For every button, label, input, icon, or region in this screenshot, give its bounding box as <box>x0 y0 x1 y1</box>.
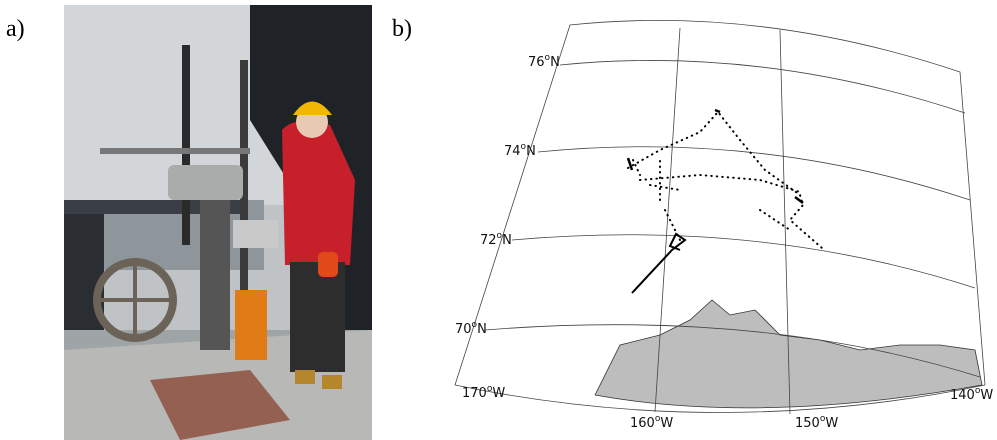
lat-label: 70oN <box>455 320 487 337</box>
ship-track <box>628 110 803 203</box>
lon-label: 160oW <box>630 414 673 431</box>
lat-label: 74oN <box>504 142 536 159</box>
map: 76oN 74oN 72oN 70oN 170oW 160oW 150oW 14… <box>455 20 993 431</box>
photo <box>64 5 372 440</box>
lat-label: 72oN <box>480 231 512 248</box>
panel-label: a) <box>6 16 25 42</box>
ship-track <box>632 234 685 293</box>
lon-label: 140oW <box>950 386 993 403</box>
ship-track <box>628 112 822 248</box>
parallel <box>512 235 975 288</box>
panel-label: b) <box>392 16 412 42</box>
lon-label: 150oW <box>795 414 838 431</box>
lat-label: 76oN <box>528 53 560 70</box>
parallel <box>560 60 965 113</box>
parallel <box>538 147 970 200</box>
lon-label: 170oW <box>462 384 505 401</box>
figure: a) b) <box>0 0 997 440</box>
